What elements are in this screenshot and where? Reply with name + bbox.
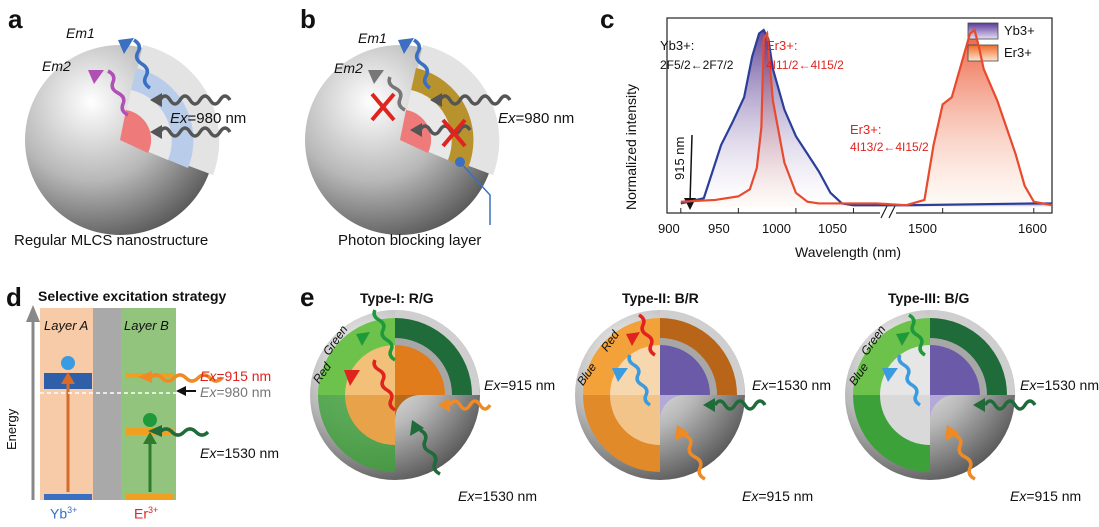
ex-label: Ex=915 nm xyxy=(484,377,556,393)
annotation-er-ion-1: Er3+: xyxy=(766,38,798,53)
ex-label: Ex=980 nm xyxy=(170,110,247,127)
type-iii-sphere xyxy=(845,310,1015,480)
ex-1530-label: Ex=1530 nm xyxy=(200,445,280,461)
layer-a-label: Layer A xyxy=(44,318,89,333)
blocked-x-icon xyxy=(441,118,467,148)
caption-b: Photon blocking layer xyxy=(338,232,482,249)
series-area-yb3 xyxy=(680,30,877,207)
legend-label-er: Er3+ xyxy=(1004,45,1032,60)
panel-label-b: b xyxy=(300,4,316,34)
panel-label-a: a xyxy=(8,4,23,34)
series-line-yb3 xyxy=(680,28,1052,207)
axis-break xyxy=(880,205,896,219)
x-axis-label: Wavelength (nm) xyxy=(795,244,902,260)
type-i-title: Type-I: R/G xyxy=(360,290,434,306)
x-tick-label: 1600 xyxy=(1018,221,1047,236)
ex-label: Ex=1530 nm xyxy=(752,377,832,393)
annotation-915: 915 nm xyxy=(672,136,687,180)
ex-label: Ex=915 nm xyxy=(1010,488,1082,504)
type-i-waves xyxy=(344,309,492,476)
yb-ion-label: Yb3+ xyxy=(50,505,78,522)
em2-label: Em2 xyxy=(42,58,71,74)
energy-axis-arrow-icon xyxy=(26,305,40,322)
panel-d-title: Selective excitation strategy xyxy=(38,288,227,304)
x-tick-label: 1000 xyxy=(762,221,791,236)
pointer-line xyxy=(459,161,491,225)
legend-label-yb: Yb3+ xyxy=(1004,23,1035,38)
panel-label-d: d xyxy=(6,282,22,312)
blocked-x-icon xyxy=(370,92,396,122)
ex-label: Ex=1530 nm xyxy=(1020,377,1099,393)
y-axis-label: Normalized intensity xyxy=(623,83,639,210)
em2-label: Em2 xyxy=(334,60,363,76)
type-ii-waves xyxy=(612,313,767,481)
energy-diagram xyxy=(26,305,224,500)
series-area-er3 xyxy=(906,30,1052,207)
x-tick-label: 950 xyxy=(708,221,730,236)
type-iii-waves xyxy=(882,313,1037,481)
x-tick-label: 1050 xyxy=(818,221,847,236)
ex-915-label: Ex=915 nm xyxy=(200,368,272,384)
chart-frame xyxy=(666,17,1053,214)
ex-label: Ex=980 nm xyxy=(498,110,575,127)
ex-980-label: Ex=980 nm xyxy=(200,384,272,400)
layer-b-label: Layer B xyxy=(124,318,169,333)
type-ii-title: Type-II: B/R xyxy=(622,290,699,306)
excitation-wave xyxy=(158,94,232,106)
type-iii-title: Type-III: B/G xyxy=(888,290,970,306)
legend-swatch-er xyxy=(967,44,999,62)
panel-label-c: c xyxy=(600,4,615,34)
spectrum-chart xyxy=(666,17,1053,219)
annotation-yb-transition: 2F5/2←2F7/2 xyxy=(660,58,734,72)
annotation-er-transition-1: 4I11/2←4I15/2 xyxy=(766,58,844,72)
annotation-er-ion-2: Er3+: xyxy=(850,122,882,137)
ex-label: Ex=915 nm xyxy=(742,488,814,504)
panel-a-sphere xyxy=(25,38,232,235)
x-tick-label: 1500 xyxy=(908,221,937,236)
panel-b-sphere xyxy=(305,38,512,235)
em1-label: Em1 xyxy=(358,30,387,46)
annotation-yb-ion: Yb3+: xyxy=(660,38,695,53)
er-ion-label: Er3+ xyxy=(134,505,159,522)
annotation-er-transition-2: 4I13/2←4I15/2 xyxy=(850,140,929,154)
ex-label: Ex=1530 nm xyxy=(458,488,538,504)
energy-axis-label: Energy xyxy=(4,408,19,450)
x-tick-label: 900 xyxy=(658,221,680,236)
type-ii-sphere xyxy=(575,310,745,480)
series-line-er3 xyxy=(680,28,1053,207)
panel-label-e: e xyxy=(300,282,315,312)
type-i-sphere xyxy=(310,310,480,480)
caption-a: Regular MLCS nanostructure xyxy=(14,232,209,249)
em1-label: Em1 xyxy=(66,25,95,41)
